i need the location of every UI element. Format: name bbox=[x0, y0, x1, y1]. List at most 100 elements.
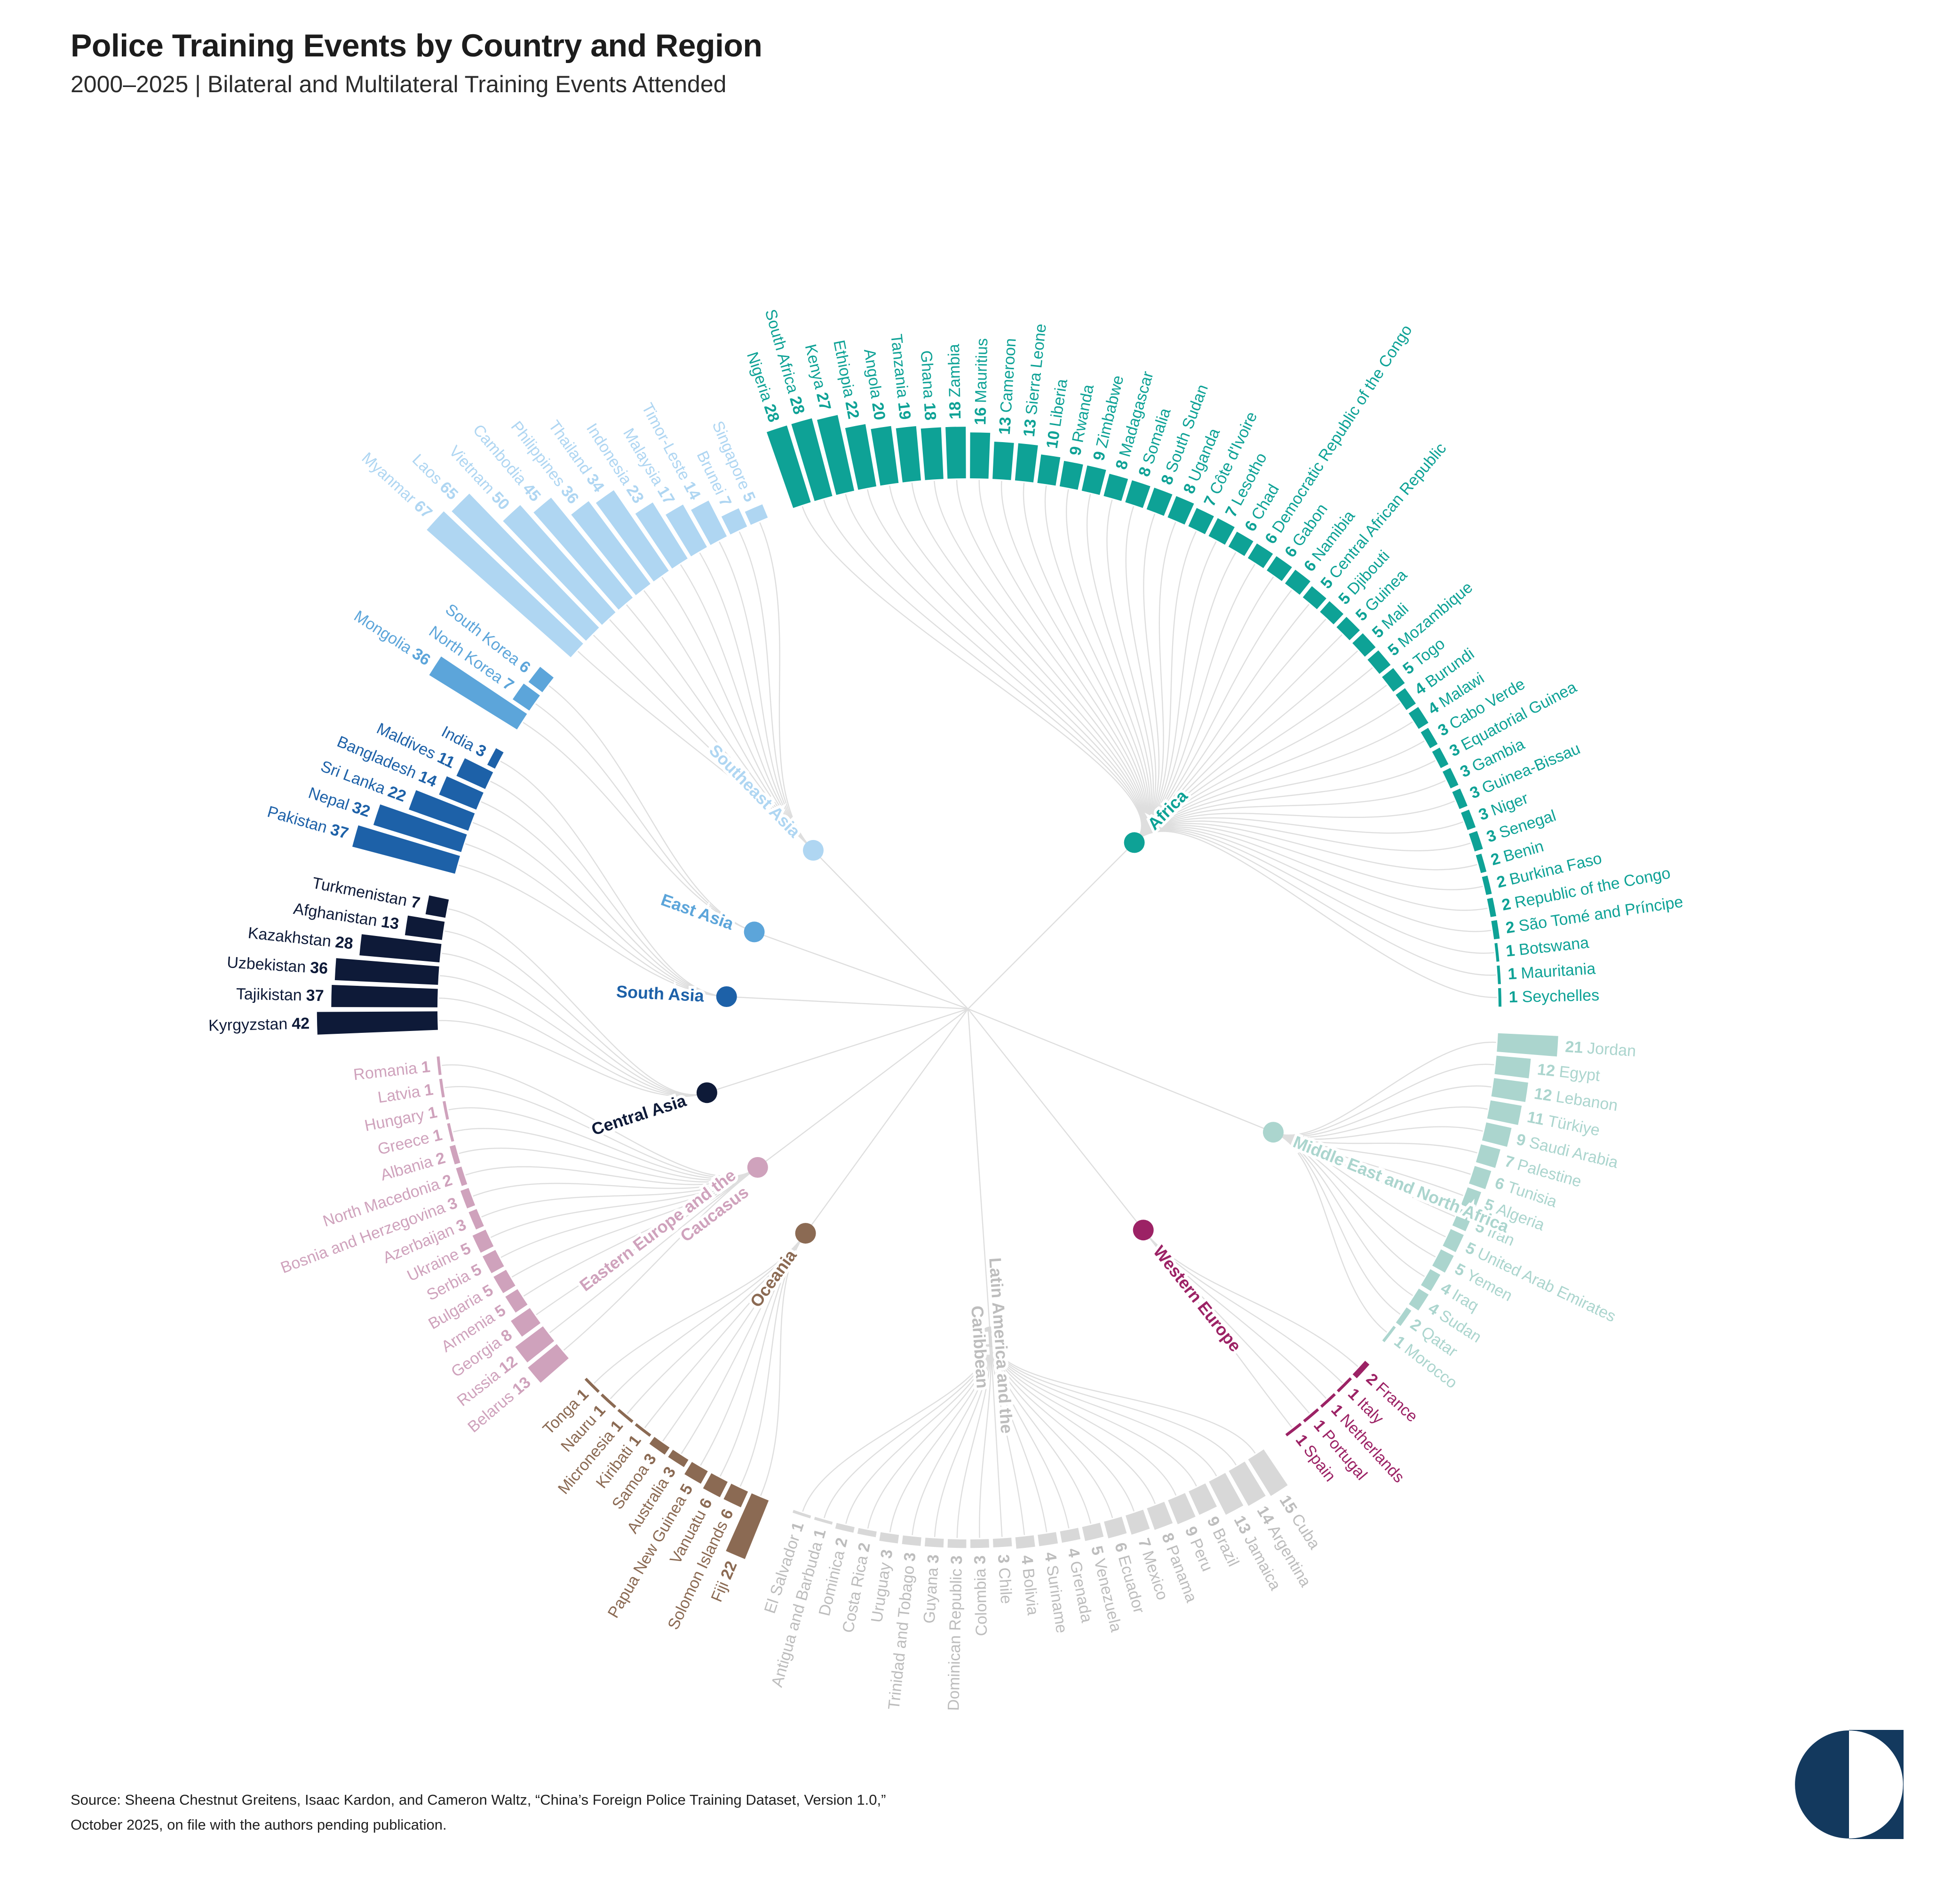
tree-edge-timor-leste bbox=[719, 541, 814, 851]
bar-argentina bbox=[1229, 1461, 1266, 1506]
bar-label-chile: 3Chile bbox=[994, 1554, 1016, 1605]
tree-edge-malaysia bbox=[699, 552, 814, 851]
region-nodes bbox=[696, 832, 1284, 1348]
tree-edge-cabo-verde bbox=[1134, 740, 1425, 843]
tree-edge-afghanistan bbox=[444, 930, 707, 1096]
bar-kiribati bbox=[635, 1423, 651, 1437]
tree-edge-peru bbox=[990, 1337, 1177, 1496]
bar-belarus bbox=[528, 1344, 569, 1383]
bar-nigeria bbox=[767, 425, 811, 508]
bar-guinea bbox=[1336, 617, 1360, 641]
bar-label-kenya: Kenya27 bbox=[801, 342, 834, 412]
bar-dominican-republic bbox=[947, 1539, 967, 1548]
bar-label-sierra-leone: 13Sierra Leone bbox=[1020, 323, 1050, 437]
tree-edge-sri-lanka bbox=[472, 822, 727, 998]
tree-edge-australia bbox=[681, 1233, 806, 1454]
bar-chile bbox=[992, 1538, 1012, 1547]
bar-tonga bbox=[584, 1378, 600, 1393]
bar-trinidad-and-tobago bbox=[902, 1535, 921, 1546]
tree-edge-cuba bbox=[990, 1337, 1256, 1454]
bar-lesotho bbox=[1208, 518, 1235, 545]
tree-edge-pakistan bbox=[458, 864, 727, 998]
bar-zambia bbox=[945, 427, 966, 479]
bar-niger bbox=[1461, 809, 1476, 830]
center-spoke-africa bbox=[968, 842, 1135, 1009]
tree-edge-spain bbox=[1143, 1229, 1293, 1428]
bar-albania bbox=[449, 1145, 460, 1165]
bar-maldives bbox=[456, 758, 493, 789]
tree-edge-tonga bbox=[594, 1233, 806, 1384]
center-spoke-oceania bbox=[805, 1008, 968, 1234]
tree-edge-benin bbox=[1134, 823, 1477, 871]
bar-mozambique bbox=[1367, 650, 1391, 674]
bar-north-korea bbox=[512, 683, 540, 711]
bar-cuba bbox=[1248, 1449, 1288, 1496]
bar-ecuador bbox=[1104, 1516, 1127, 1538]
bar-venezuela bbox=[1082, 1522, 1104, 1541]
tree-edge-micronesia bbox=[627, 1233, 806, 1414]
bar-timor-leste bbox=[691, 500, 727, 545]
tree-edge-italy bbox=[1143, 1229, 1343, 1383]
bar-bangladesh bbox=[439, 776, 484, 810]
tree-edge-suriname bbox=[990, 1337, 1047, 1532]
bar-india bbox=[487, 748, 504, 769]
bar-russia bbox=[515, 1326, 555, 1363]
tree-edge-guinea-bissau bbox=[1134, 801, 1455, 843]
bar-greece bbox=[447, 1123, 454, 1142]
tree-edge-zimbabwe bbox=[1086, 494, 1152, 843]
tree-edge-djibouti bbox=[1134, 618, 1326, 843]
bar-iraq bbox=[1421, 1269, 1441, 1291]
tree-edge-burkina-faso bbox=[1134, 825, 1483, 890]
bar-sudan bbox=[1409, 1288, 1429, 1311]
tree-edge-brazil bbox=[990, 1337, 1197, 1487]
tree-edge-togo bbox=[1134, 684, 1387, 843]
bar-label-liberia: 10Liberia bbox=[1043, 378, 1071, 450]
bar-liberia bbox=[1037, 454, 1061, 486]
tree-edge-sudan bbox=[1273, 1132, 1413, 1296]
tree-edge-nepal bbox=[465, 843, 727, 998]
tree-edge-el-salvador bbox=[802, 1337, 991, 1512]
tree-edge-antigua-and-barbuda bbox=[824, 1337, 991, 1518]
bar-togo bbox=[1382, 668, 1405, 692]
bar-netherlands bbox=[1320, 1393, 1336, 1408]
bar-costa-rica bbox=[857, 1528, 877, 1538]
tree-edge-vanuatu bbox=[719, 1233, 806, 1477]
center-spoke-central-asia bbox=[706, 1008, 968, 1094]
bar-iran bbox=[1452, 1208, 1473, 1231]
tree-edge-namibia bbox=[1134, 590, 1292, 843]
region-node-africa bbox=[1124, 832, 1145, 853]
bar-label-seychelles: 1 Seychelles bbox=[1508, 986, 1599, 1006]
tree-edge-mexico bbox=[990, 1337, 1135, 1512]
tree-edge-france bbox=[1143, 1229, 1358, 1367]
bar-democratic-republic-of-the-congo bbox=[1247, 543, 1273, 568]
tree-edge-nauru bbox=[610, 1233, 806, 1399]
bar-uzbekistan bbox=[334, 958, 439, 985]
tree-edge-fiji bbox=[760, 1233, 806, 1496]
bar-papua-new-guinea bbox=[684, 1462, 708, 1484]
source-line-1: Source: Sheena Chestnut Greitens, Isaac … bbox=[71, 1792, 886, 1808]
bar-label-kyrgyzstan: Kyrgyzstan 42 bbox=[208, 1015, 310, 1035]
tree-edge-nigeria bbox=[801, 506, 1143, 843]
bar-label-zambia: 18Zambia bbox=[945, 344, 964, 420]
tree-edge-chile bbox=[990, 1337, 1003, 1537]
bar-georgia bbox=[511, 1308, 541, 1337]
tree-edge-azerbaijan bbox=[481, 1167, 758, 1218]
source-line-2: October 2025, on file with the authors p… bbox=[71, 1816, 447, 1833]
tree-edge-georgia bbox=[536, 1167, 758, 1316]
tree-edge-iran bbox=[1273, 1132, 1455, 1217]
bar-tanzania bbox=[896, 426, 921, 483]
tree-edge-myanmar bbox=[577, 650, 814, 851]
tree-edge-hungary bbox=[448, 1107, 758, 1179]
bar-cambodia bbox=[533, 498, 633, 610]
center-spoke-eastern-europe-and-the-caucasus bbox=[757, 1008, 968, 1168]
carnegie-logo bbox=[1795, 1730, 1904, 1839]
tree-edge-uganda bbox=[1134, 522, 1176, 843]
region-node-east-asia bbox=[744, 921, 765, 943]
region-label-eastern-europe-and-the-caucasus: Eastern Europe and theCaucasus bbox=[576, 1165, 752, 1312]
bar-dominica bbox=[835, 1522, 855, 1533]
tree-edge-south-korea bbox=[548, 685, 755, 933]
tree-edge-qatar bbox=[1273, 1132, 1401, 1315]
tree-edge-singapore bbox=[759, 522, 814, 851]
bar-brazil bbox=[1189, 1483, 1217, 1515]
